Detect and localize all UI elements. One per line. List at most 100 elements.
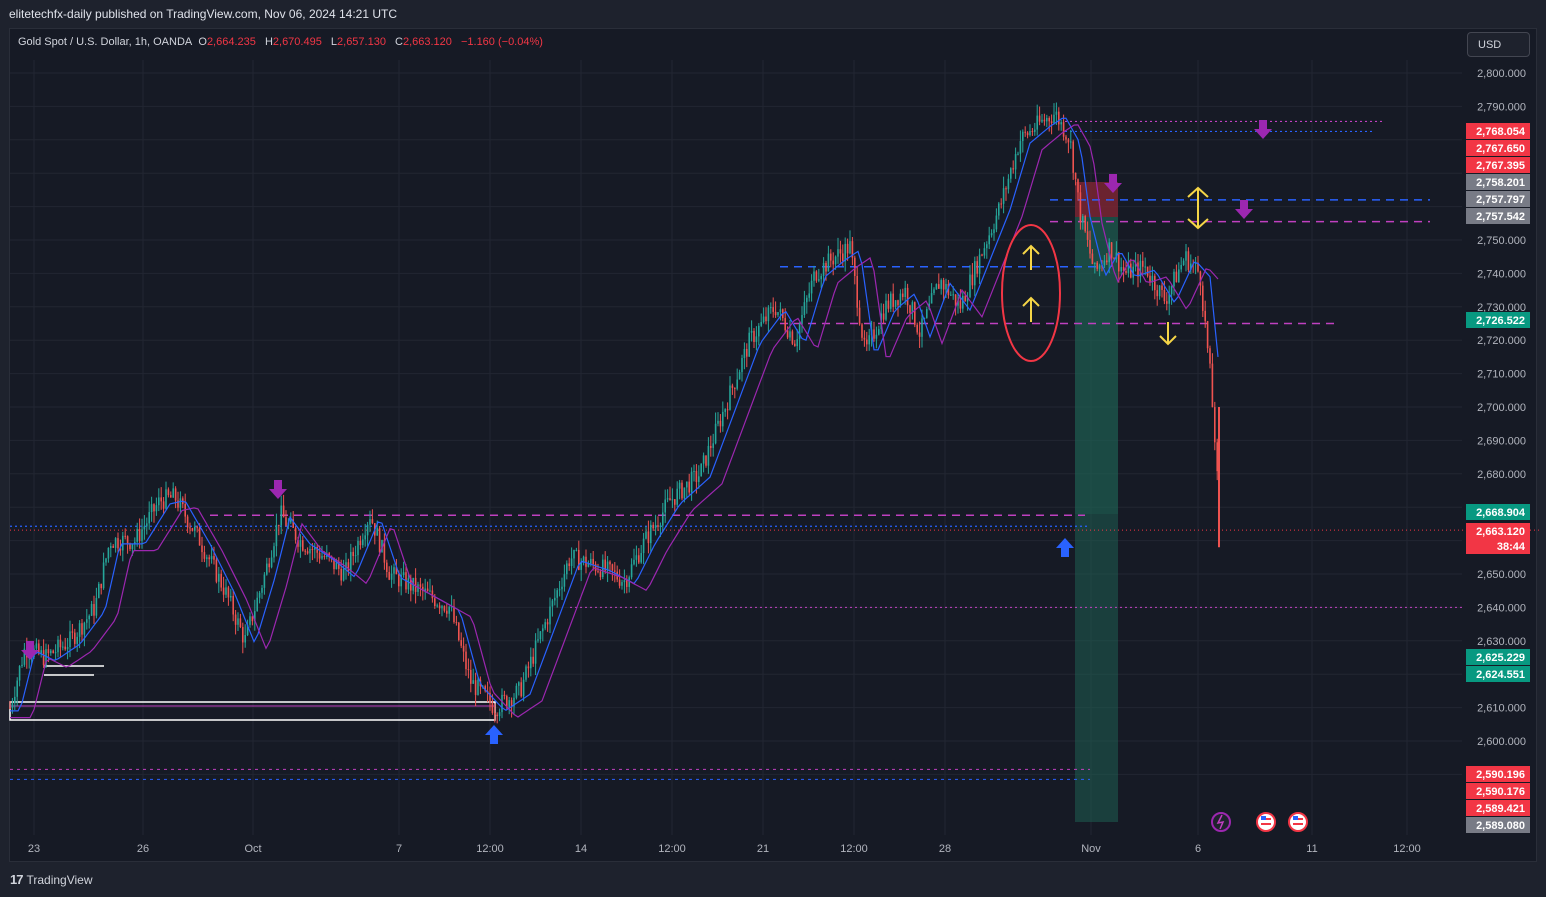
candle-body bbox=[623, 580, 626, 583]
double-arrow-top bbox=[1187, 186, 1209, 198]
candle-body bbox=[650, 524, 652, 544]
low-key: L bbox=[330, 36, 338, 48]
candle-body bbox=[875, 334, 878, 339]
candle-body bbox=[1125, 271, 1127, 273]
price-label-bg bbox=[1466, 312, 1530, 328]
candle-body bbox=[1010, 168, 1012, 179]
position-zones bbox=[1075, 182, 1118, 822]
candle-body bbox=[1173, 271, 1175, 287]
candle-body bbox=[995, 215, 998, 230]
price-label: 2,668.904 bbox=[1476, 507, 1526, 519]
price-label: 38:44 bbox=[1497, 541, 1526, 553]
horizontal-lines bbox=[9, 120, 1540, 780]
candle-body bbox=[431, 590, 434, 599]
candle-body bbox=[578, 549, 580, 570]
sell-marker-icon bbox=[269, 489, 287, 499]
candle-body bbox=[14, 696, 16, 704]
candle-body bbox=[508, 700, 510, 708]
candle-body bbox=[1012, 168, 1014, 170]
candle-body bbox=[1026, 132, 1029, 136]
price-label-bg bbox=[1466, 649, 1530, 665]
candle-body bbox=[724, 409, 726, 412]
candle-body bbox=[398, 574, 400, 587]
sell-marker-icon bbox=[1104, 183, 1122, 193]
candle-body bbox=[453, 606, 455, 623]
candle-body bbox=[1048, 117, 1050, 122]
candle-body bbox=[194, 526, 196, 531]
x-axis: 23 26 Oct 7 12:00 14 12:00 21 12:00 28 Nov 6 11 12:00 bbox=[28, 843, 1421, 855]
candle-body bbox=[494, 712, 496, 715]
candle-body bbox=[311, 549, 314, 551]
candle-body bbox=[90, 604, 93, 616]
candle-body bbox=[777, 312, 779, 316]
candle-body bbox=[813, 271, 815, 281]
candle-body bbox=[244, 635, 246, 643]
candle-body bbox=[357, 540, 359, 556]
candle-body bbox=[402, 572, 405, 576]
candle-body bbox=[858, 307, 861, 325]
candle-body bbox=[750, 330, 753, 333]
candle-body bbox=[376, 528, 378, 536]
candle-body bbox=[273, 546, 275, 558]
chart-panel[interactable] bbox=[9, 28, 1537, 862]
close-value: 2,663.120 bbox=[402, 36, 452, 48]
candle-body bbox=[448, 606, 450, 614]
candle-body bbox=[962, 295, 964, 309]
candle-body bbox=[352, 551, 354, 557]
currency-button[interactable]: USD bbox=[1467, 32, 1530, 57]
candle-body bbox=[16, 680, 18, 697]
candle-body bbox=[614, 570, 616, 572]
candle-body bbox=[911, 302, 914, 313]
candle-body bbox=[378, 528, 381, 553]
drawing-annotations bbox=[21, 120, 1272, 744]
candle-body bbox=[81, 623, 83, 635]
price-label-bg bbox=[1466, 174, 1530, 190]
candle-body bbox=[134, 541, 136, 545]
candle-body bbox=[290, 519, 292, 523]
candle-body bbox=[822, 262, 825, 277]
candle-body bbox=[78, 623, 81, 637]
candle-body bbox=[856, 275, 858, 308]
candle-body bbox=[954, 294, 957, 306]
high-key: H bbox=[264, 36, 273, 48]
candle-body bbox=[983, 248, 986, 256]
candle-body bbox=[174, 488, 177, 501]
candle-body bbox=[525, 666, 527, 680]
price-label: 2,590.176 bbox=[1476, 786, 1525, 798]
candle-body bbox=[510, 700, 513, 707]
candlestick-series bbox=[9, 102, 1220, 724]
candle-body bbox=[818, 279, 820, 281]
candle-body bbox=[1058, 111, 1060, 125]
candle-body bbox=[570, 558, 573, 567]
candle-body bbox=[527, 666, 530, 669]
candle-body bbox=[122, 535, 124, 551]
candle-body bbox=[458, 622, 460, 641]
y-tick-label: 2,630.000 bbox=[1477, 636, 1526, 648]
candle-body bbox=[292, 519, 294, 528]
candle-body bbox=[1024, 131, 1026, 133]
candle-body bbox=[258, 592, 261, 598]
price-label: 2,590.196 bbox=[1476, 769, 1525, 781]
candle-body bbox=[210, 556, 213, 560]
candle-body bbox=[513, 697, 515, 707]
candle-body bbox=[1014, 154, 1017, 170]
candle-body bbox=[542, 628, 544, 632]
candle-body bbox=[563, 574, 566, 587]
candle-body bbox=[52, 650, 54, 654]
price-label-bg bbox=[1466, 123, 1530, 139]
candle-body bbox=[712, 443, 714, 448]
candle-body bbox=[926, 309, 928, 318]
price-label: 2,625.229 bbox=[1476, 652, 1525, 664]
candle-body bbox=[518, 682, 520, 686]
candle-body bbox=[676, 488, 678, 505]
candle-body bbox=[153, 504, 155, 512]
candle-body bbox=[674, 499, 676, 505]
candle-body bbox=[446, 610, 448, 614]
candle-body bbox=[1096, 262, 1098, 269]
candle-body bbox=[592, 558, 594, 565]
y-tick-label: 2,740.000 bbox=[1477, 268, 1526, 280]
candle-body bbox=[18, 665, 21, 681]
candle-body bbox=[321, 556, 323, 559]
candle-body bbox=[1156, 290, 1158, 297]
